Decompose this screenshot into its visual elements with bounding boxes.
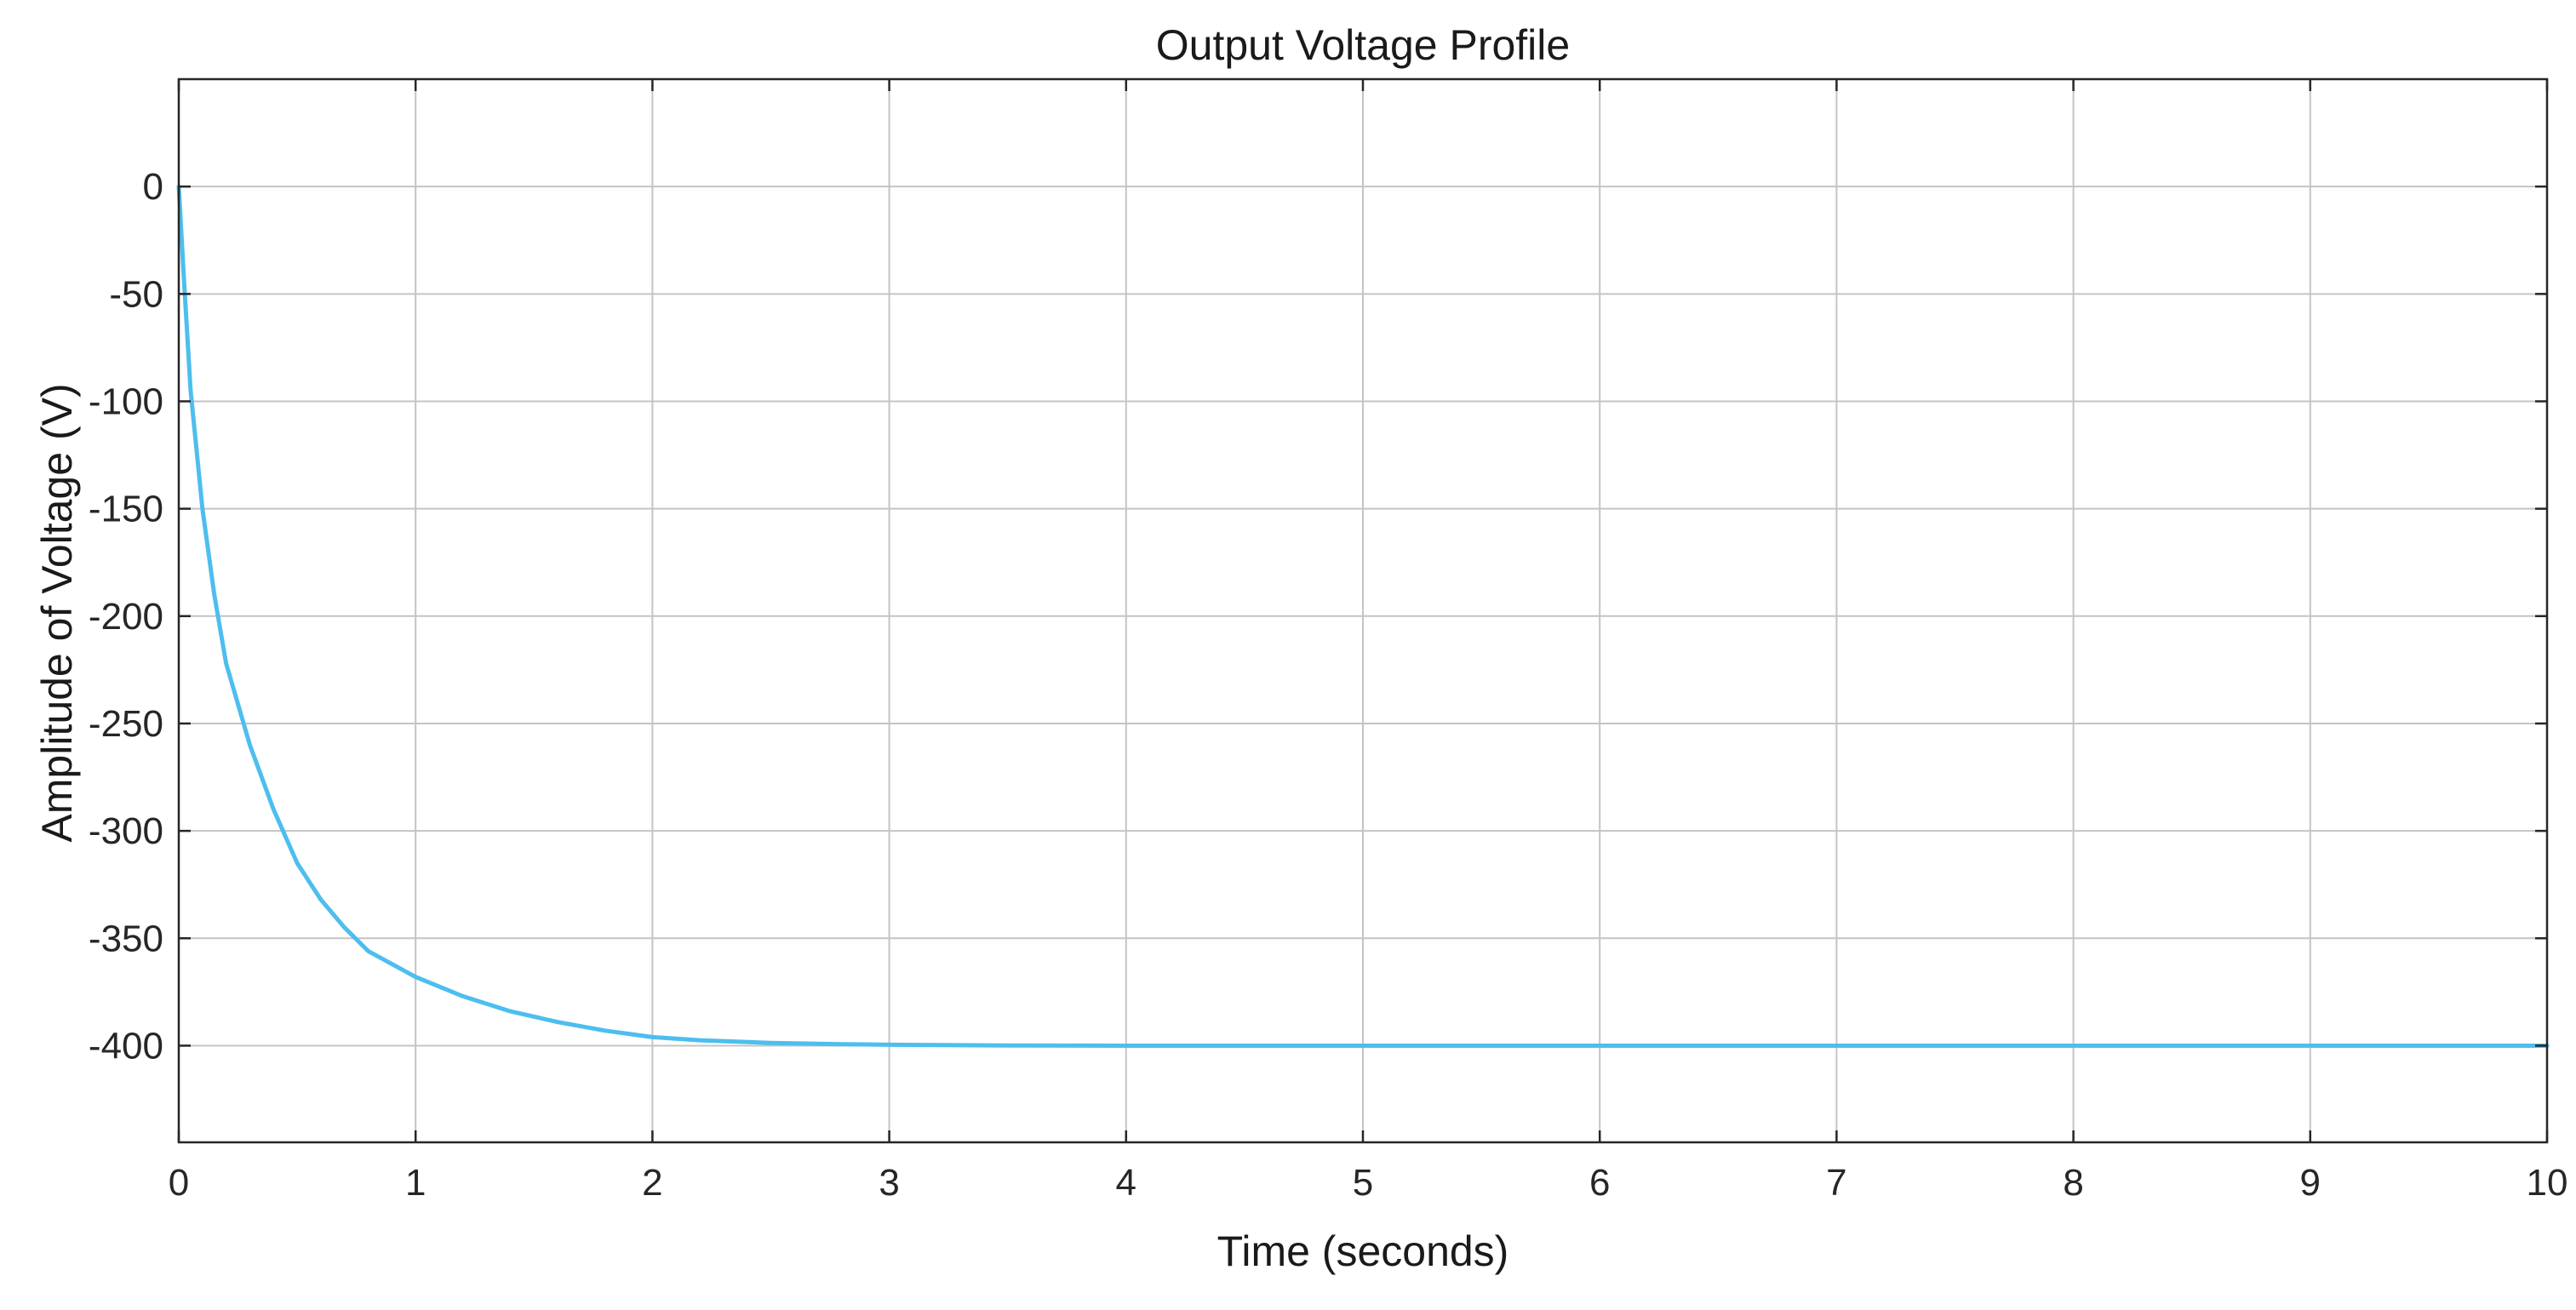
chart-title: Output Voltage Profile [1156, 21, 1570, 69]
x-tick-label: 8 [2063, 1162, 2083, 1204]
x-tick-label: 5 [1353, 1162, 1373, 1204]
series-layer [176, 184, 2550, 1048]
x-tick-label: 3 [879, 1162, 899, 1204]
x-tick-labels: 0 1 2 3 4 5 6 7 8 9 10 [169, 1162, 2568, 1204]
x-tick-label: 0 [169, 1162, 189, 1204]
y-tick-label: 0 [143, 166, 163, 208]
x-tick-label: 4 [1116, 1162, 1136, 1204]
x-tick-label: 9 [2300, 1162, 2321, 1204]
y-tick-label: -100 [89, 380, 163, 422]
x-tick-label: 7 [1826, 1162, 1846, 1204]
y-tick-label: -200 [89, 596, 163, 638]
x-axis-label: Time (seconds) [1217, 1227, 1509, 1275]
x-tick-label: 2 [642, 1162, 662, 1204]
x-tick-label: 10 [2527, 1162, 2568, 1204]
y-tick-label: -350 [89, 918, 163, 959]
x-tick-label: 1 [405, 1162, 426, 1204]
y-tick-label: -400 [89, 1025, 163, 1067]
y-tick-label: -150 [89, 489, 163, 530]
y-tick-labels: 0 -50 -100 -150 -200 -250 -300 -350 -400 [89, 166, 163, 1067]
y-axis-label: Amplitude of Voltage (V) [33, 383, 81, 842]
y-tick-label: -50 [109, 273, 163, 315]
tick-marks [177, 79, 2549, 1142]
series-line-0 [176, 184, 2550, 1048]
y-tick-label: -300 [89, 810, 163, 852]
x-tick-label: 6 [1589, 1162, 1610, 1204]
grid [178, 79, 2548, 1142]
y-tick-label: -250 [89, 703, 163, 745]
